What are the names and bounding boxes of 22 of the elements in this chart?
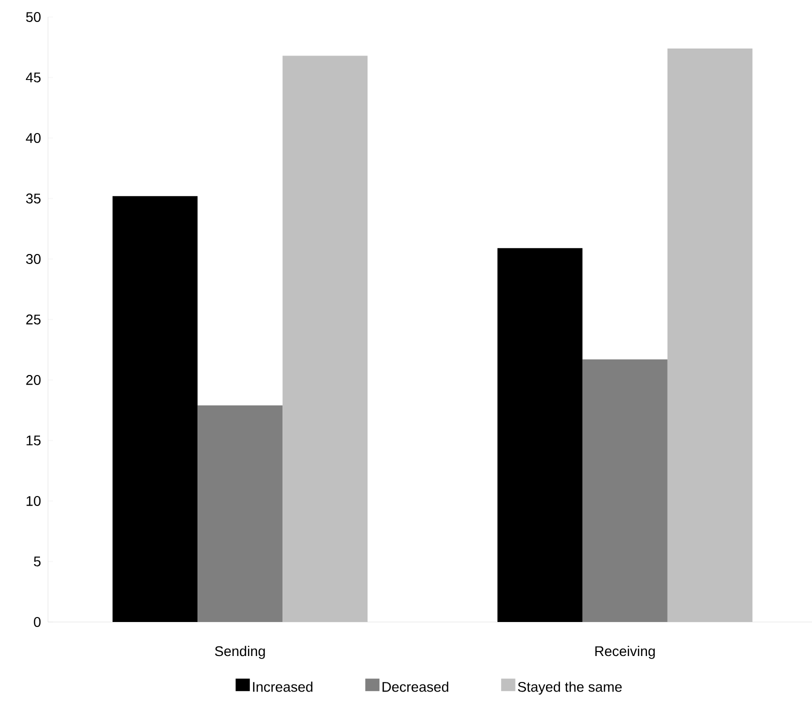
bar [582,359,668,622]
legend-label: Increased [253,682,312,692]
y-tick-label: 25 [26,314,41,324]
y-tick-label: 45 [26,72,41,82]
x-tick-label: Sending [215,646,265,659]
bar [112,196,198,622]
y-tick-label: 50 [26,12,41,22]
y-tick-label: 30 [26,254,41,264]
bar [282,56,368,622]
y-tick-label: 0 [34,617,41,627]
y-tick-label: 15 [26,436,41,446]
y-tick-label: 35 [26,194,41,204]
bar [497,248,582,622]
y-tick-label: 5 [34,556,41,566]
bar [667,48,752,622]
y-tick-label: 40 [26,133,41,143]
legend-label: Stayed the same [518,682,622,695]
y-tick-label: 20 [26,375,41,385]
legend-label: Decreased [382,682,448,692]
y-tick-label: 10 [26,496,41,506]
bar [198,405,283,622]
x-tick-label: Receiving [595,646,655,659]
